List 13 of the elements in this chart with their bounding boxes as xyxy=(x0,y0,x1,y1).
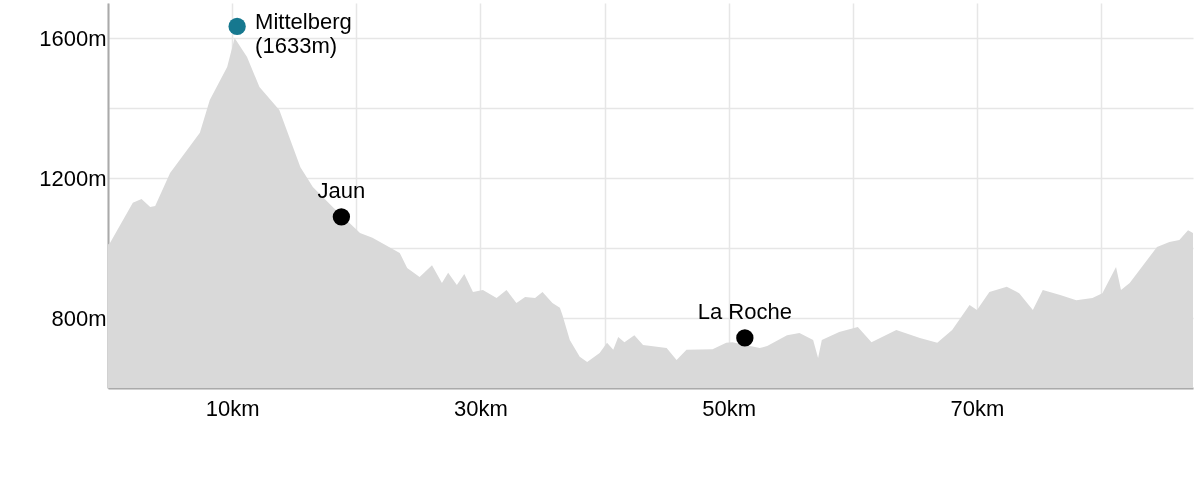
y-tick-label: 1200m xyxy=(39,165,107,191)
x-tick-label: 70km xyxy=(950,395,1005,421)
y-tick-label: 1600m xyxy=(39,25,107,51)
y-tick-label: 800m xyxy=(51,305,107,331)
point xyxy=(736,329,754,347)
x-tick-label: 30km xyxy=(454,395,508,421)
x-tick-label: 50km xyxy=(702,395,757,421)
x-tick-label: 10km xyxy=(205,395,260,421)
annotation: Jaun xyxy=(317,177,366,203)
point xyxy=(332,208,351,226)
annotation: La Roche xyxy=(697,298,792,324)
point xyxy=(228,17,246,36)
annotation: Mittelberg (1633m) xyxy=(255,9,352,59)
